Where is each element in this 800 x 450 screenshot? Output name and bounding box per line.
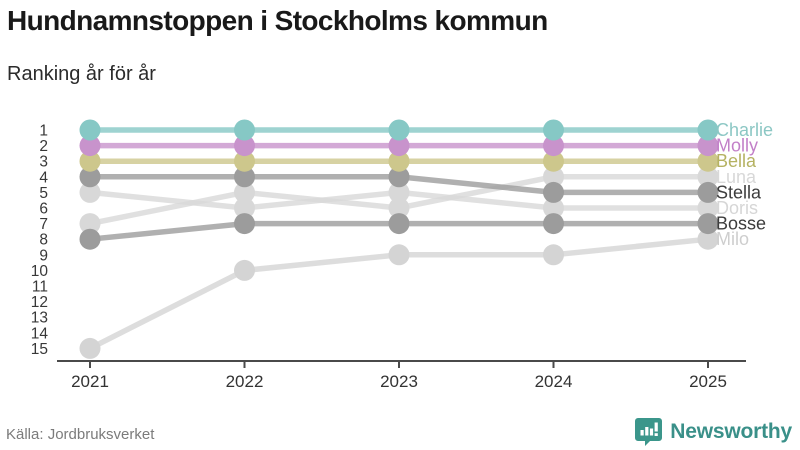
legend-label-molly: Molly (716, 136, 758, 156)
y-axis-tick-label: 7 (39, 216, 48, 233)
data-point-luna (697, 166, 719, 188)
data-point-charlie (388, 119, 410, 141)
data-point-bella (697, 150, 719, 172)
legend-label-stella: Stella (716, 182, 762, 202)
x-axis-tick-label: 2021 (71, 372, 109, 391)
newsworthy-brand: Newsworthy (635, 417, 792, 446)
data-point-stella (234, 166, 255, 188)
y-axis-tick-label: 13 (31, 310, 48, 327)
x-axis-tick-label: 2025 (689, 372, 727, 391)
y-axis-tick-label: 10 (31, 263, 49, 280)
data-point-luna (79, 213, 101, 235)
source-attribution: Källa: Jordbruksverket (6, 426, 155, 443)
data-point-stella (388, 166, 410, 188)
y-axis-tick-label: 4 (39, 169, 48, 186)
data-point-milo (234, 259, 255, 281)
data-point-bella (543, 150, 564, 172)
data-point-bosse (388, 213, 410, 235)
legend-label-charlie: Charlie (716, 120, 773, 140)
y-axis-tick-label: 8 (39, 232, 48, 249)
legend-label-bosse: Bosse (716, 214, 766, 234)
data-point-stella (79, 166, 101, 188)
data-point-stella (697, 181, 719, 203)
data-point-bosse (234, 213, 255, 235)
bar-chart-speech-bubble-icon (635, 418, 663, 446)
data-point-stella (543, 181, 564, 203)
data-point-bella (234, 150, 255, 172)
y-axis-tick-label: 11 (32, 279, 48, 296)
x-axis-tick-label: 2024 (535, 372, 573, 391)
data-point-bosse (543, 213, 564, 235)
data-point-charlie (543, 119, 564, 141)
data-point-luna (234, 181, 255, 203)
data-point-molly (388, 135, 410, 157)
y-axis-tick-label: 1 (39, 123, 48, 140)
legend-label-milo: Milo (716, 229, 749, 249)
data-point-milo (697, 228, 719, 250)
y-axis-tick-label: 3 (39, 154, 48, 171)
chart-subtitle: Ranking år för år (7, 63, 156, 85)
legend-label-bella: Bella (716, 151, 757, 171)
data-point-charlie (234, 119, 255, 141)
data-point-molly (543, 135, 564, 157)
data-point-doris (388, 181, 410, 203)
data-point-doris (697, 197, 719, 219)
data-point-milo (79, 337, 101, 359)
y-axis-tick-label: 6 (39, 201, 48, 218)
data-point-bella (388, 150, 410, 172)
data-point-molly (79, 135, 101, 157)
legend-label-doris: Doris (716, 198, 758, 218)
y-axis-tick-label: 9 (39, 247, 48, 264)
page-title: Hundnamnstoppen i Stockholms kommun (7, 5, 548, 36)
data-point-molly (234, 135, 255, 157)
y-axis-tick-label: 5 (39, 185, 48, 202)
newsworthy-wordmark: Newsworthy (670, 419, 792, 443)
data-point-charlie (697, 119, 719, 141)
data-point-charlie (79, 119, 101, 141)
data-point-doris (234, 197, 255, 219)
data-point-bosse (79, 228, 101, 250)
x-axis-tick-label: 2022 (226, 372, 264, 391)
data-point-doris (543, 197, 564, 219)
y-axis-tick-label: 14 (31, 325, 49, 342)
data-point-milo (388, 244, 410, 266)
legend-label-luna: Luna (716, 167, 757, 187)
x-axis-tick-label: 2023 (380, 372, 418, 391)
data-point-bosse (697, 213, 719, 235)
y-axis-tick-label: 12 (31, 294, 48, 311)
data-point-bella (79, 150, 101, 172)
data-point-milo (543, 244, 564, 266)
y-axis-tick-label: 15 (31, 341, 48, 358)
data-point-luna (388, 197, 410, 219)
y-axis-tick-label: 2 (39, 138, 48, 155)
data-point-doris (79, 181, 101, 203)
data-point-luna (543, 166, 564, 188)
data-point-molly (697, 135, 719, 157)
